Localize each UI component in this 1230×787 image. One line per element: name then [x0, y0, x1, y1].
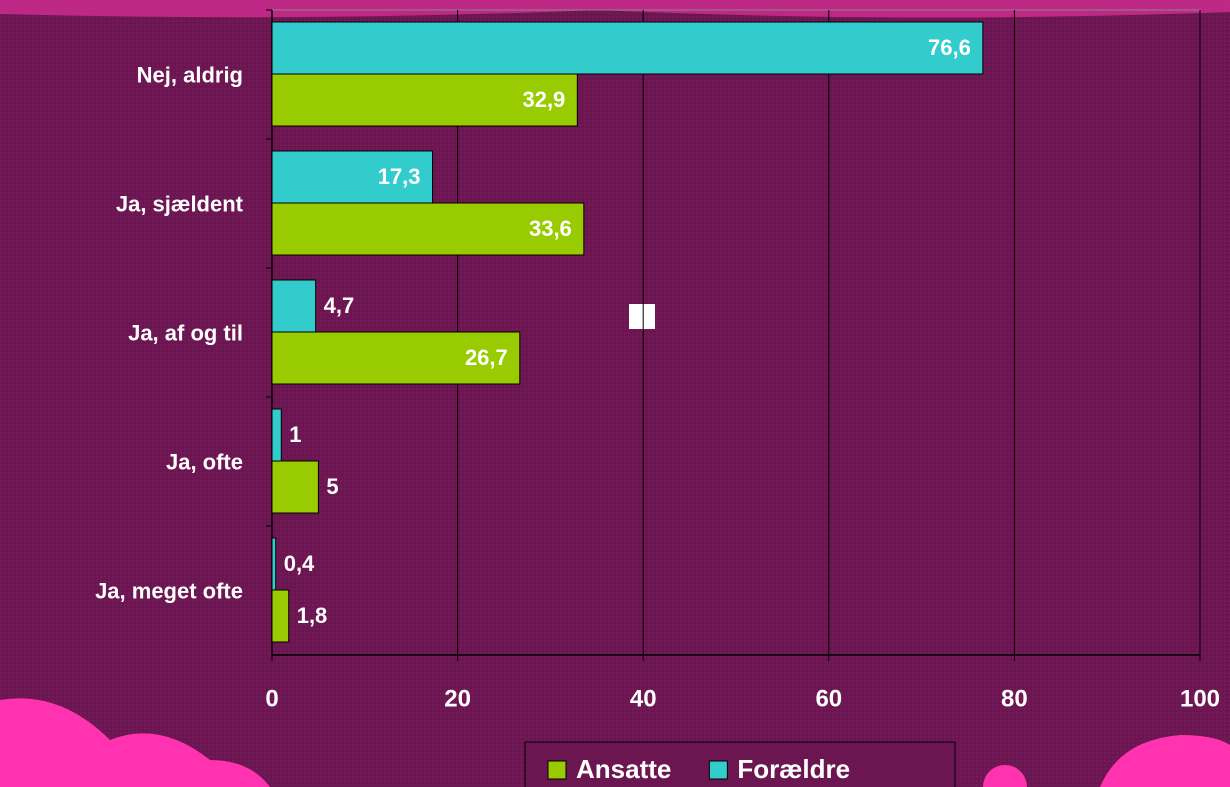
- data-label: 26,7: [465, 345, 508, 370]
- legend-box: [524, 741, 956, 787]
- bar: [271, 589, 290, 643]
- x-tick-label: 0: [265, 685, 278, 712]
- x-tick-label: 60: [815, 685, 842, 712]
- bar: [271, 279, 317, 333]
- decoration: [0, 698, 270, 787]
- x-tick-label: 20: [444, 685, 471, 712]
- y-tick-label: Nej, aldrig: [137, 62, 243, 87]
- y-tick-label: Ja, ofte: [166, 449, 243, 474]
- y-tick-label: Ja, sjældent: [116, 191, 244, 216]
- data-label: 33,6: [529, 216, 572, 241]
- bar: [271, 150, 434, 204]
- legend-label: Forældre: [737, 754, 850, 784]
- bar: [271, 202, 585, 256]
- y-tick-label: Ja, meget ofte: [95, 578, 243, 603]
- legend-swatch: [547, 760, 567, 780]
- data-label: 76,6: [928, 35, 971, 60]
- decoration: [0, 0, 1230, 18]
- bar: [271, 73, 578, 127]
- bar: [271, 460, 319, 514]
- data-label: 5: [326, 474, 338, 499]
- bar: [271, 408, 282, 462]
- bar: [271, 537, 277, 591]
- decoration: [629, 304, 655, 329]
- decoration: [983, 765, 1027, 787]
- bar: [271, 331, 521, 385]
- legend-swatch: [708, 760, 728, 780]
- data-label: 1: [289, 422, 301, 447]
- bar: [271, 21, 984, 75]
- data-label: 0,4: [284, 551, 315, 576]
- data-label: 32,9: [522, 87, 565, 112]
- x-tick-label: 100: [1180, 685, 1220, 712]
- y-tick-label: Ja, af og til: [128, 320, 243, 345]
- data-label: 1,8: [297, 603, 328, 628]
- decoration: [1100, 735, 1230, 787]
- x-tick-label: 40: [630, 685, 657, 712]
- data-label: 17,3: [378, 164, 421, 189]
- data-label: 4,7: [324, 293, 355, 318]
- x-tick-label: 80: [1001, 685, 1028, 712]
- legend-label: Ansatte: [576, 754, 671, 784]
